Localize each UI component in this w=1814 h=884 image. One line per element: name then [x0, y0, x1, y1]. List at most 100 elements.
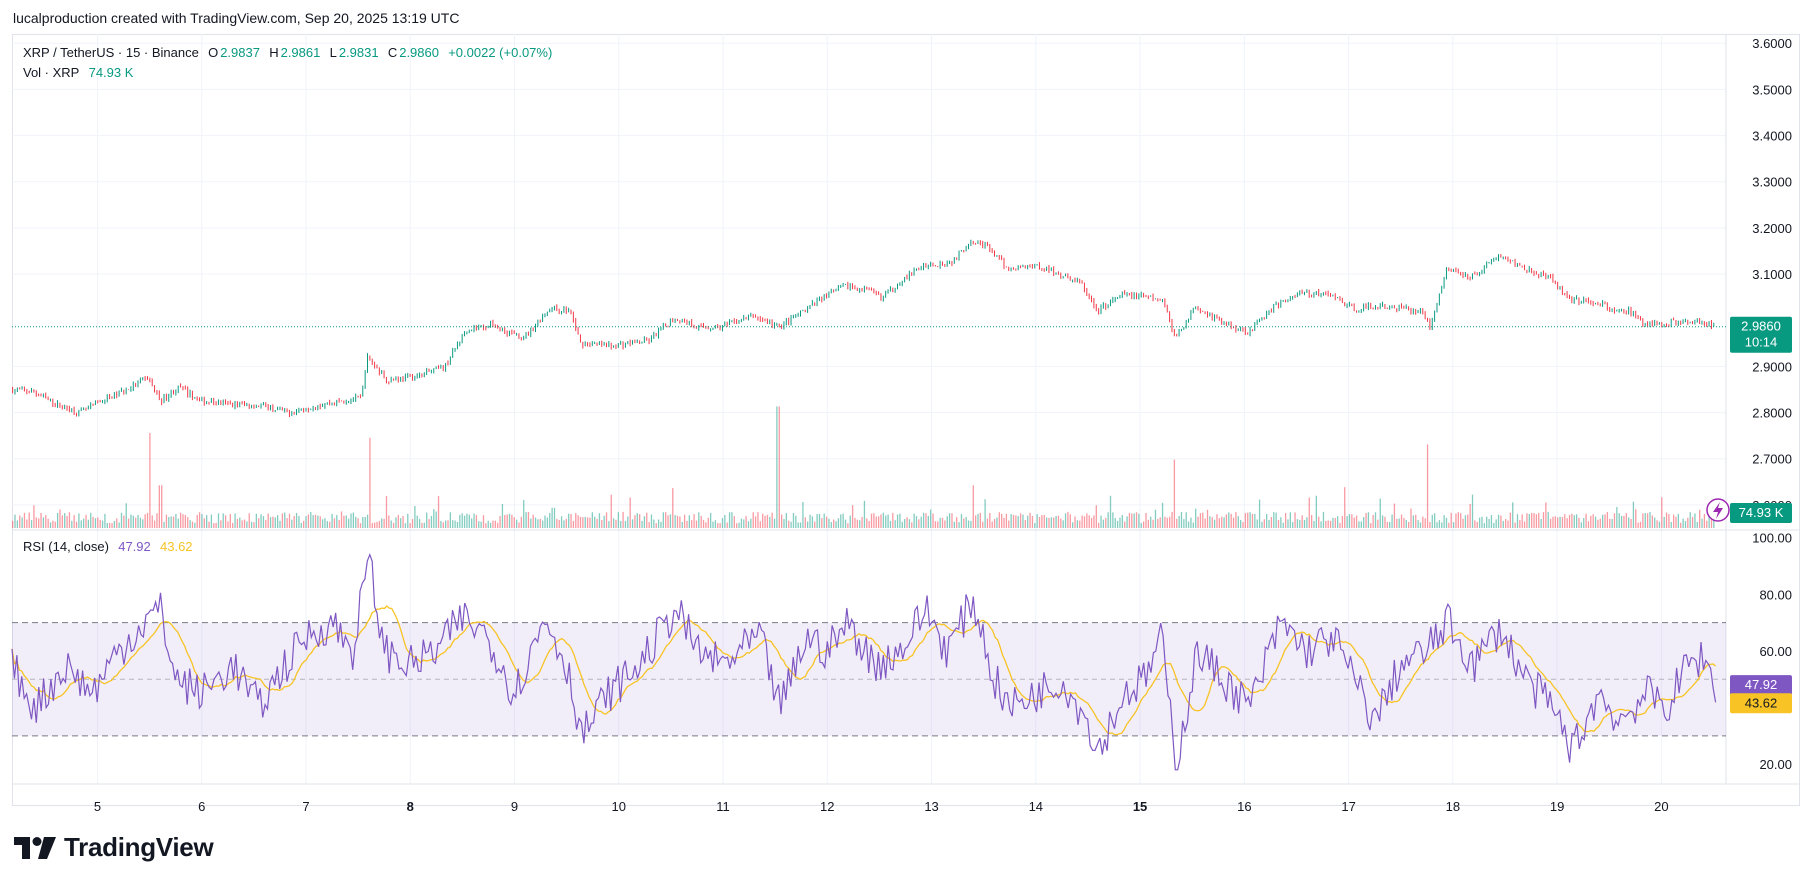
- volume-bar: [776, 406, 778, 528]
- volume-bar: [889, 520, 892, 528]
- volume-bar: [284, 512, 286, 528]
- volume-bar: [409, 523, 411, 528]
- volume-bar: [594, 516, 596, 528]
- volume-bar: [1476, 521, 1478, 528]
- volume-bar: [752, 512, 754, 528]
- volume-bar: [366, 514, 369, 528]
- volume-bar: [1090, 517, 1093, 528]
- volume-bar: [447, 520, 449, 528]
- volume-bar: [1500, 515, 1502, 528]
- volume-bar: [400, 518, 402, 528]
- volume-bar: [1024, 520, 1026, 528]
- volume-bar: [974, 515, 977, 528]
- volume-bar: [359, 523, 362, 528]
- volume-bar: [1585, 513, 1587, 528]
- volume-bar: [1483, 523, 1485, 528]
- volume-bar: [551, 507, 553, 528]
- volume-bar: [404, 523, 407, 528]
- volume-bar: [191, 521, 194, 528]
- volume-bar: [428, 519, 430, 528]
- rsi-ma-badge-text: 43.62: [1745, 695, 1778, 710]
- volume-bar: [1318, 516, 1320, 528]
- volume-bar: [210, 514, 213, 528]
- volume-bar: [1273, 512, 1275, 528]
- volume-bar: [1417, 520, 1419, 528]
- price-axis: 3.6000 3.5000 3.4000 3.3000 3.2000 3.1000 2.90…: [1752, 36, 1792, 513]
- volume-bar: [279, 520, 281, 528]
- volume-bar: [111, 523, 113, 528]
- volume-bar: [1190, 517, 1192, 528]
- volume-bar: [1613, 513, 1616, 528]
- volume-bar: [766, 514, 769, 528]
- volume-bar: [1216, 514, 1218, 528]
- volume-bar: [87, 519, 90, 528]
- volume-bar: [1322, 511, 1325, 528]
- volume-bar: [504, 515, 506, 528]
- volume-bar: [1251, 513, 1254, 528]
- volume-bar: [482, 515, 485, 528]
- time-tick-label: 15: [1133, 799, 1147, 814]
- volume-bar: [1112, 512, 1114, 528]
- volume-bar: [814, 521, 816, 528]
- volume-bar: [1083, 516, 1086, 528]
- rsi-label[interactable]: RSI (14, close): [23, 539, 109, 554]
- volume-bar: [1471, 494, 1474, 528]
- volume-bar: [40, 512, 42, 528]
- volume-bar: [771, 512, 773, 528]
- volume-bar: [539, 518, 541, 528]
- volume-bar: [1393, 503, 1396, 528]
- volume-bar: [1597, 519, 1599, 528]
- lightning-icon[interactable]: [1706, 498, 1730, 522]
- volume-bar: [28, 512, 30, 528]
- volume-bar: [1561, 517, 1564, 528]
- volume-bar: [537, 519, 539, 528]
- volume-bar: [932, 513, 934, 528]
- volume-bar: [582, 517, 584, 528]
- volume-bar: [527, 511, 530, 528]
- volume-bar: [189, 520, 191, 528]
- volume-bar: [1422, 516, 1424, 528]
- volume-bar: [146, 512, 149, 528]
- volume-bar: [856, 519, 858, 528]
- volume-bar: [901, 521, 903, 528]
- volume-bar: [418, 518, 421, 528]
- volume-bar: [1280, 517, 1282, 528]
- volume-bar: [1303, 519, 1306, 528]
- symbol-title[interactable]: XRP / TetherUS · 15 · Binance: [23, 45, 199, 60]
- volume-bar: [643, 516, 646, 528]
- volume-bar: [172, 516, 175, 528]
- volume-bar: [1602, 514, 1604, 528]
- volume-bar: [1147, 519, 1150, 528]
- volume-bar: [584, 516, 586, 528]
- volume-bar: [1038, 517, 1041, 528]
- volume-bar: [1327, 520, 1329, 528]
- volume-bar: [842, 513, 844, 528]
- volume-bar: [617, 512, 620, 528]
- volume-bar: [1594, 516, 1597, 528]
- volume-bar: [411, 518, 414, 528]
- volume-bar: [1457, 512, 1459, 528]
- volume-bar: [922, 512, 925, 528]
- tradingview-brand[interactable]: TradingView: [14, 832, 214, 863]
- rsi-legend: RSI (14, close) 47.92 43.62: [23, 539, 195, 554]
- price-tick-label: 3.3000: [1752, 175, 1792, 190]
- volume-bar: [1266, 514, 1268, 528]
- volume-label[interactable]: Vol · XRP: [23, 65, 80, 80]
- volume-bar: [1694, 513, 1696, 528]
- volume-bar: [1185, 512, 1187, 528]
- volume-bar: [1381, 515, 1384, 528]
- volume-bar: [1187, 521, 1190, 528]
- volume-bar: [1062, 520, 1064, 528]
- volume-bar: [232, 522, 234, 528]
- volume-bar: [1017, 516, 1019, 528]
- volume-bar: [681, 521, 683, 528]
- volume-bar: [799, 522, 802, 528]
- volume-bar: [14, 514, 16, 528]
- volume-bar: [80, 520, 82, 528]
- time-tick-label: 11: [716, 799, 730, 814]
- volume-bar: [1540, 518, 1542, 528]
- volume-bar: [1367, 512, 1370, 528]
- volume-bar: [33, 505, 35, 528]
- volume-bar: [236, 518, 239, 528]
